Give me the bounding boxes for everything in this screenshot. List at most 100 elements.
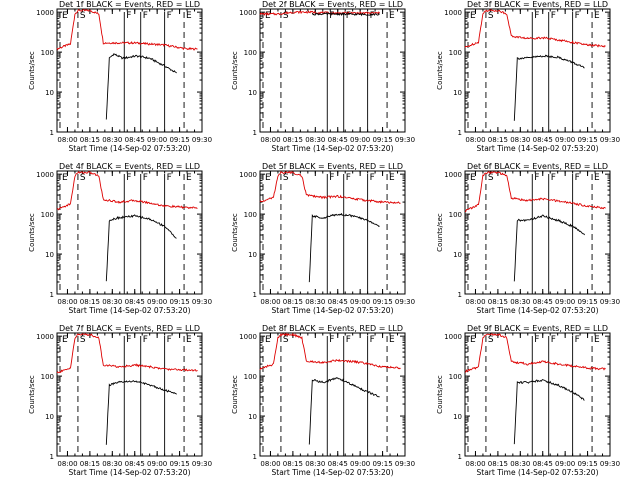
marker-label: F bbox=[575, 335, 580, 345]
x-tick-label: 08:00 bbox=[57, 298, 77, 306]
y-tick-label: 10 bbox=[45, 89, 54, 97]
chart-title: Det 8f BLACK = Events, RED = LLD bbox=[262, 324, 403, 333]
x-tick-label: 09:30 bbox=[192, 136, 212, 144]
x-tick-label: 09:15 bbox=[372, 136, 392, 144]
y-tick-label: 1 bbox=[253, 453, 257, 461]
marker-label: S bbox=[80, 173, 86, 183]
x-tick-label: 09:00 bbox=[555, 136, 575, 144]
marker-label: F bbox=[167, 173, 172, 183]
x-tick-label: 08:45 bbox=[533, 460, 553, 468]
y-tick-label: 1 bbox=[253, 129, 257, 137]
y-tick-label: 1 bbox=[50, 291, 54, 299]
marker-label: E bbox=[594, 11, 600, 21]
chart-panel-5: Det 5f BLACK = Events, RED = LLD 1 10 100 10… bbox=[231, 162, 415, 315]
x-axis-label: Start Time (14-Sep-02 07:53:20) bbox=[272, 306, 394, 315]
marker-label: E bbox=[470, 173, 476, 183]
plot-frame bbox=[259, 8, 406, 133]
marker-label: F bbox=[346, 335, 351, 345]
x-tick-label: 08:45 bbox=[125, 136, 145, 144]
y-tick-label: 1 bbox=[458, 291, 462, 299]
y-tick-label: 1 bbox=[458, 453, 462, 461]
marker-label: F bbox=[370, 11, 375, 21]
y-axis-label: Counts/sec bbox=[28, 51, 36, 90]
lld-series-line bbox=[56, 8, 198, 51]
y-tick-label: 10 bbox=[248, 89, 257, 97]
x-tick-label: 08:30 bbox=[510, 460, 530, 468]
marker-label: F bbox=[329, 335, 334, 345]
y-tick-label: 1 bbox=[458, 129, 462, 137]
marker-label: E bbox=[186, 335, 192, 345]
marker-label: F bbox=[346, 173, 351, 183]
x-tick-label: 09:00 bbox=[350, 136, 370, 144]
chart-panel-7: Det 7f BLACK = Events, RED = LLD 1 10 100 10… bbox=[28, 324, 212, 477]
plot-frame bbox=[56, 8, 203, 133]
x-tick-label: 08:45 bbox=[533, 298, 553, 306]
x-tick-label: 09:30 bbox=[600, 460, 620, 468]
chart-panel-4: Det 4f BLACK = Events, RED = LLD 1 10 100 10… bbox=[28, 162, 212, 315]
marker-label: E bbox=[470, 335, 476, 345]
x-tick-label: 08:45 bbox=[328, 298, 348, 306]
x-axis-label: Start Time (14-Sep-02 07:53:20) bbox=[69, 306, 191, 315]
x-tick-label: 08:15 bbox=[283, 298, 303, 306]
x-tick-label: 08:00 bbox=[260, 460, 280, 468]
x-tick-label: 08:30 bbox=[305, 460, 325, 468]
y-tick-label: 1 bbox=[253, 291, 257, 299]
chart-panel-6: Det 6f BLACK = Events, RED = LLD 1 10 100 10… bbox=[436, 162, 620, 315]
chart-title: Det 5f BLACK = Events, RED = LLD bbox=[262, 162, 403, 171]
marker-label: E bbox=[62, 173, 68, 183]
x-tick-label: 08:45 bbox=[125, 460, 145, 468]
marker-label: F bbox=[551, 335, 556, 345]
x-axis-label: Start Time (14-Sep-02 07:53:20) bbox=[272, 468, 394, 477]
marker-label: S bbox=[488, 173, 494, 183]
y-tick-label: 1 bbox=[50, 129, 54, 137]
chart-title: Det 6f BLACK = Events, RED = LLD bbox=[467, 162, 608, 171]
y-tick-label: 10 bbox=[45, 251, 54, 259]
x-tick-label: 08:15 bbox=[80, 460, 100, 468]
y-tick-label: 1000 bbox=[36, 9, 54, 17]
x-tick-label: 09:30 bbox=[192, 460, 212, 468]
x-tick-label: 09:00 bbox=[147, 136, 167, 144]
marker-label: E bbox=[389, 173, 395, 183]
x-tick-label: 08:30 bbox=[102, 460, 122, 468]
marker-label: F bbox=[370, 173, 375, 183]
events-series-line bbox=[105, 214, 177, 282]
y-tick-label: 100 bbox=[449, 49, 462, 57]
y-tick-label: 100 bbox=[244, 49, 257, 57]
x-tick-label: 09:15 bbox=[169, 136, 189, 144]
events-series-line bbox=[513, 214, 585, 282]
marker-label: S bbox=[283, 11, 289, 21]
chart-title: Det 2f BLACK = Events, RED = LLD bbox=[262, 0, 403, 9]
x-tick-label: 08:15 bbox=[488, 460, 508, 468]
x-tick-label: 08:00 bbox=[260, 136, 280, 144]
marker-label: S bbox=[488, 11, 494, 21]
lld-series-line bbox=[56, 170, 198, 211]
x-axis-label: Start Time (14-Sep-02 07:53:20) bbox=[69, 468, 191, 477]
x-tick-label: 08:30 bbox=[305, 136, 325, 144]
events-series-line bbox=[311, 12, 380, 17]
marker-label: F bbox=[329, 11, 334, 21]
lld-series-line bbox=[464, 170, 606, 213]
lld-series-line bbox=[259, 332, 401, 371]
y-axis-label: Counts/sec bbox=[436, 213, 444, 252]
chart-panel-9: Det 9f BLACK = Events, RED = LLD 1 10 100 10… bbox=[436, 324, 620, 477]
y-tick-label: 1000 bbox=[444, 9, 462, 17]
x-tick-label: 08:45 bbox=[533, 136, 553, 144]
events-series-line bbox=[105, 380, 177, 445]
x-tick-label: 08:30 bbox=[102, 136, 122, 144]
y-tick-label: 1000 bbox=[444, 333, 462, 341]
marker-label: F bbox=[575, 11, 580, 21]
x-axis-label: Start Time (14-Sep-02 07:53:20) bbox=[477, 144, 599, 153]
x-tick-label: 09:15 bbox=[577, 460, 597, 468]
chart-panel-3: Det 3f BLACK = Events, RED = LLD 1 10 100 10… bbox=[436, 0, 620, 153]
marker-label: E bbox=[470, 11, 476, 21]
marker-label: E bbox=[389, 335, 395, 345]
y-tick-label: 1000 bbox=[444, 171, 462, 179]
plot-frame bbox=[464, 332, 611, 457]
y-tick-label: 100 bbox=[449, 373, 462, 381]
marker-label: E bbox=[186, 173, 192, 183]
y-axis-label: Counts/sec bbox=[231, 375, 239, 414]
marker-label: F bbox=[126, 11, 131, 21]
marker-label: S bbox=[80, 335, 86, 345]
x-tick-label: 08:30 bbox=[510, 136, 530, 144]
